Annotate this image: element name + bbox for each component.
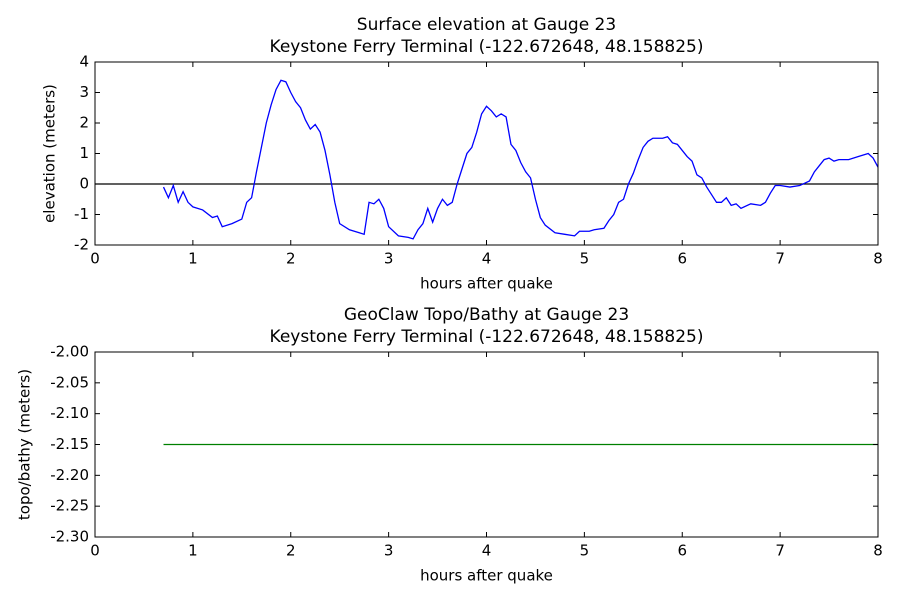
x-tick-label: 3 [384, 542, 394, 560]
y-tick-label: 4 [79, 53, 89, 71]
y-tick-label: -2.30 [50, 528, 89, 546]
x-tick-label: 7 [775, 250, 785, 268]
x-tick-label: 8 [873, 250, 883, 268]
data-line [162, 79, 879, 240]
x-tick-label: 5 [580, 250, 590, 268]
chart-subtitle: Keystone Ferry Terminal (-122.672648, 48… [270, 37, 704, 57]
chart-title: GeoClaw Topo/Bathy at Gauge 23 [344, 305, 629, 325]
y-tick-label: 0 [79, 175, 89, 193]
y-tick-label: -2.15 [50, 435, 89, 453]
y-tick-label: 2 [79, 114, 89, 132]
x-axis-label: hours after quake [420, 275, 553, 293]
x-tick-label: 2 [286, 250, 296, 268]
y-tick-label: -1 [74, 205, 89, 223]
x-tick-label: 4 [482, 250, 492, 268]
x-tick-label: 0 [90, 250, 100, 268]
y-axis-label: topo/bathy (meters) [16, 369, 34, 520]
chart-title: Surface elevation at Gauge 23 [357, 15, 616, 35]
x-tick-label: 6 [677, 542, 687, 560]
x-tick-label: 2 [286, 542, 296, 560]
y-tick-label: 3 [79, 83, 89, 101]
x-tick-label: 1 [188, 250, 198, 268]
x-tick-label: 4 [482, 542, 492, 560]
y-tick-label: -2.00 [50, 343, 89, 361]
x-tick-label: 1 [188, 542, 198, 560]
x-tick-label: 7 [775, 542, 785, 560]
y-tick-label: -2.05 [50, 373, 89, 391]
y-tick-label: 1 [79, 144, 89, 162]
x-axis-label: hours after quake [420, 567, 553, 585]
y-tick-label: -2 [74, 236, 89, 254]
x-tick-label: 8 [873, 542, 883, 560]
chart-subtitle: Keystone Ferry Terminal (-122.672648, 48… [270, 327, 704, 347]
y-tick-label: -2.20 [50, 466, 89, 484]
x-tick-label: 0 [90, 542, 100, 560]
x-tick-label: 6 [677, 250, 687, 268]
y-axis-label: elevation (meters) [41, 84, 59, 223]
y-tick-label: -2.10 [50, 404, 89, 422]
x-tick-label: 5 [580, 542, 590, 560]
y-tick-label: -2.25 [50, 497, 89, 515]
x-tick-label: 3 [384, 250, 394, 268]
